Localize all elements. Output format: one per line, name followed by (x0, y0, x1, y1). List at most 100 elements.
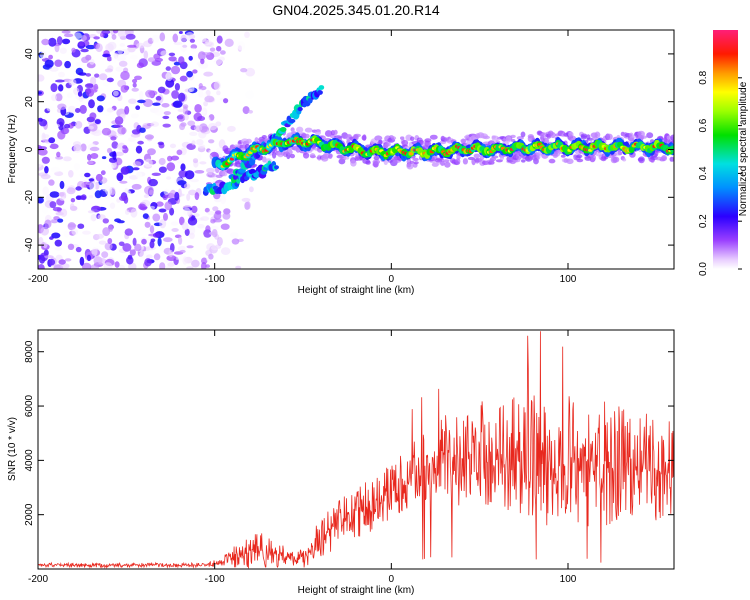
noise-blob (89, 214, 97, 222)
signal-halo (590, 154, 596, 162)
signal-halo (510, 134, 516, 139)
noise-blob (246, 201, 251, 210)
noise-blob (73, 32, 82, 39)
noise-blob (110, 96, 116, 101)
noise-blob (194, 192, 200, 201)
spectrogram-x-ticks: -200 -100 0 100 (28, 30, 577, 285)
noise-blob (84, 83, 94, 89)
noise-blob (96, 88, 104, 92)
noise-blob (50, 83, 58, 93)
noise-blob (195, 139, 204, 146)
signal-halo (261, 135, 267, 139)
noise-blob (124, 209, 130, 215)
colorbar-tick-label: 0.6 (698, 118, 709, 132)
noise-blob (204, 207, 210, 213)
noise-blob (168, 56, 177, 62)
signal-halo (455, 158, 461, 165)
noise-blob (210, 245, 219, 251)
noise-blob (52, 207, 63, 212)
noise-blob (111, 53, 118, 63)
noise-blob (182, 104, 189, 109)
noise-blob (194, 104, 202, 113)
noise-blob (120, 70, 130, 81)
noise-blob (118, 60, 128, 67)
noise-blob (100, 170, 106, 176)
spectrogram-heatmap (38, 30, 674, 269)
noise-blob (69, 203, 75, 211)
spectrogram-y-tick-label: 20 (24, 96, 35, 108)
noise-blob (186, 266, 194, 269)
noise-blob (61, 38, 71, 45)
noise-blob (204, 95, 215, 103)
spectrogram-y-tick-label: -40 (24, 237, 35, 252)
noise-blob (48, 37, 57, 47)
signal-halo (440, 160, 445, 166)
noise-blob (53, 216, 60, 221)
noise-blob (73, 87, 80, 95)
signal-halo (286, 149, 293, 156)
signal-halo (576, 158, 584, 163)
noise-blob (112, 30, 119, 34)
spectrogram-x-tick-label: -100 (205, 274, 225, 285)
noise-blob (44, 219, 52, 229)
branch-blob (307, 97, 313, 104)
signal-halo (510, 139, 516, 142)
signal-halo (353, 133, 362, 138)
signal-halo (669, 156, 674, 162)
noise-blob (205, 39, 212, 46)
noise-blob (149, 205, 155, 210)
noise-blob (38, 117, 43, 122)
noise-blob (67, 105, 76, 114)
noise-blob (169, 143, 177, 149)
noise-blob (139, 250, 148, 259)
noise-blob (184, 88, 193, 93)
noise-blob (50, 166, 61, 173)
noise-blob (178, 56, 185, 65)
snr-y-tick-label: 4000 (24, 449, 35, 472)
noise-blob (166, 162, 176, 172)
noise-blob (41, 38, 50, 46)
noise-blob (197, 153, 202, 160)
noise-blob (48, 54, 53, 60)
noise-blob (183, 207, 191, 216)
signal-halo (378, 139, 383, 145)
noise-blob (135, 145, 143, 154)
noise-blob (173, 41, 183, 46)
noise-blob (224, 38, 234, 47)
snr-panel: -200 -100 0 100 2000 4000 6000 8000 Height of … (7, 329, 675, 596)
noise-blob (208, 139, 215, 144)
noise-blob (222, 212, 231, 220)
noise-blob (136, 62, 144, 69)
noise-blob (139, 127, 146, 133)
branch-blob (279, 127, 287, 132)
noise-blob (137, 140, 144, 145)
noise-blob (215, 121, 222, 127)
noise-blob (179, 75, 188, 82)
noise-blob (185, 31, 195, 41)
signal-halo (473, 153, 481, 159)
noise-blob (112, 150, 117, 161)
signal-halo (612, 156, 620, 163)
noise-blob (197, 224, 205, 229)
noise-blob (158, 157, 166, 166)
noise-blob (158, 208, 167, 213)
snr-y-tick-label: 2000 (24, 503, 35, 526)
noise-blob (193, 213, 200, 217)
noise-blob (201, 261, 207, 269)
noise-blob (103, 81, 110, 87)
noise-blob (198, 89, 204, 98)
noise-blob (97, 105, 104, 113)
noise-blob (143, 194, 149, 199)
noise-blob (130, 133, 141, 138)
noise-blob (66, 187, 76, 195)
noise-blob (78, 41, 85, 47)
noise-blob (131, 183, 142, 190)
noise-blob (114, 116, 124, 125)
noise-blob (145, 89, 155, 98)
spectrogram-y-axis-label: Frequency (Hz) (7, 115, 18, 184)
noise-blob (49, 201, 57, 209)
noise-blob (168, 52, 176, 57)
noise-blob (41, 156, 50, 164)
noise-blob (171, 90, 180, 99)
noise-blob (188, 189, 197, 196)
